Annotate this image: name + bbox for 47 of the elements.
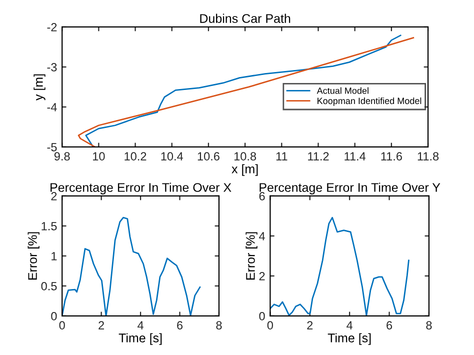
legend-label: Koopman Identified Model	[318, 97, 422, 106]
x-tick-label: 9.8	[54, 152, 70, 161]
y-tick-label: 2	[51, 192, 57, 200]
x-tick-label: 8	[216, 321, 222, 330]
line-series	[270, 216, 410, 316]
x-tick-label: 4	[346, 321, 353, 330]
chart-title: Percentage Error In Time Over Y	[260, 182, 440, 194]
y-tick-label: -2	[47, 23, 57, 32]
x-tick-label: 0	[59, 321, 65, 330]
y-tick-label: 1	[52, 252, 57, 260]
y-tick-label: 2	[259, 272, 265, 280]
y-tick-label: 4	[259, 232, 265, 240]
x-tick-label: 11	[276, 152, 288, 160]
y-axis-title: Error [%]	[246, 232, 258, 280]
y-tick-label: 6	[259, 192, 265, 200]
x-axis-title: x [m]	[232, 164, 258, 176]
x-tick-label: 10.4	[161, 152, 184, 161]
y-tick-label: -3	[47, 63, 57, 72]
y-tick-label: 0	[259, 312, 265, 320]
y-tick-label: 0	[51, 312, 57, 320]
x-tick-label: 2	[307, 321, 313, 330]
x-tick-label: 10	[93, 152, 105, 161]
x-tick-label: 11.6	[381, 152, 402, 161]
y-tick-label: 0.5	[41, 282, 57, 290]
chart-title: Percentage Error In Time Over X	[50, 182, 232, 194]
x-tick-label: 11.4	[344, 152, 366, 160]
x-tick-label: 4	[138, 321, 144, 330]
line-series	[62, 216, 201, 316]
y-tick-label: -5	[47, 143, 57, 152]
y-axis-title: Error [%]	[28, 232, 40, 280]
x-tick-label: 6	[386, 321, 392, 330]
y-tick-label: 1.5	[42, 222, 57, 230]
y-tick-label: -4	[47, 103, 57, 112]
x-tick-label: 0	[267, 321, 273, 330]
y-axis-title: y [m]	[34, 74, 46, 100]
x-axis-title: Time [s]	[118, 333, 162, 345]
x-tick-label: 2	[98, 321, 104, 330]
x-tick-label: 11.2	[308, 152, 329, 160]
x-tick-label: 10.8	[234, 152, 256, 161]
x-tick-label: 6	[177, 321, 183, 330]
x-tick-label: 10.2	[124, 152, 146, 161]
x-axis-title: Time [s]	[328, 333, 371, 345]
x-tick-label: 10.6	[198, 152, 220, 161]
x-tick-label: 8	[426, 321, 432, 330]
legend-label: Actual Model	[316, 87, 368, 94]
x-tick-label: 11.8	[418, 152, 439, 161]
chart-title: Dubins Car Path	[200, 14, 290, 23]
